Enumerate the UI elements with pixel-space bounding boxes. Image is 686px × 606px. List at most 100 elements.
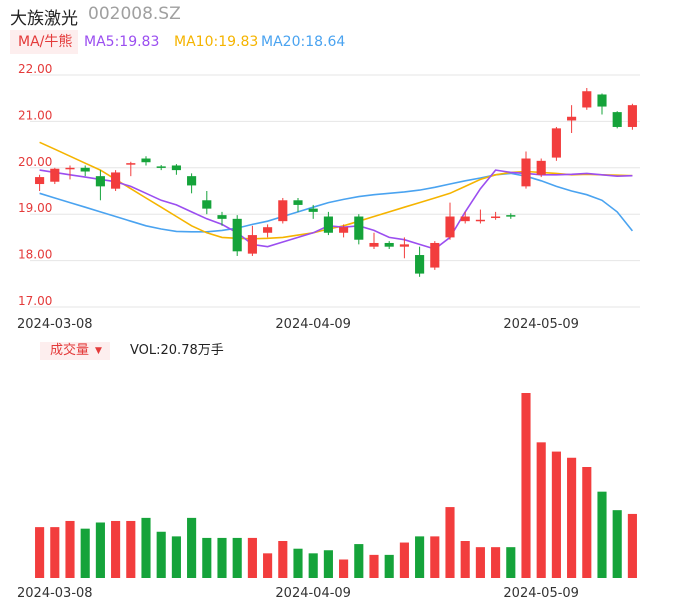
volume-bar xyxy=(491,547,501,578)
volume-bar xyxy=(567,457,577,578)
volume-bar xyxy=(95,522,105,578)
volume-indicator-label: 成交量 xyxy=(50,343,90,358)
candle-body xyxy=(187,176,197,186)
y-tick-label: 19.00 xyxy=(18,201,52,215)
volume-bar xyxy=(232,537,242,578)
candle-body xyxy=(263,227,273,233)
candle-body xyxy=(551,128,561,158)
candle-body xyxy=(65,167,75,170)
candle-body xyxy=(339,227,349,233)
volume-bar xyxy=(521,393,531,578)
volume-bar xyxy=(171,536,181,578)
candle-body xyxy=(415,255,425,274)
volume-bar xyxy=(339,559,349,578)
candle-body xyxy=(369,242,379,247)
stock-code: 002008.SZ xyxy=(88,4,181,24)
candle-body xyxy=(232,218,242,252)
dropdown-triangle-icon: ▼ xyxy=(95,346,102,356)
candle-body xyxy=(460,216,470,222)
x-tick-label: 2024-03-08 xyxy=(17,586,93,601)
volume-bar xyxy=(369,554,379,578)
candle-body xyxy=(567,116,577,121)
ma5-line xyxy=(39,169,633,250)
volume-bar xyxy=(399,542,409,578)
x-tick-label: 2024-05-09 xyxy=(503,317,579,332)
volume-bar xyxy=(415,536,425,578)
volume-bar xyxy=(597,491,607,578)
ma-indicator-selector[interactable]: MA/牛熊 xyxy=(10,30,79,54)
candle-body xyxy=(445,216,455,238)
volume-bar xyxy=(65,520,75,578)
candle-body xyxy=(50,168,60,182)
candle-body xyxy=(323,216,333,233)
candle-body xyxy=(597,94,607,107)
candle-body xyxy=(293,200,303,205)
x-tick-label: 2024-05-09 xyxy=(503,586,579,601)
candle-body xyxy=(217,215,227,219)
candle-body xyxy=(354,216,364,240)
volume-bar xyxy=(217,537,227,578)
candle-body xyxy=(521,158,531,187)
volume-bar xyxy=(430,536,440,578)
x-tick-label: 2024-04-09 xyxy=(275,586,351,601)
candle-body xyxy=(582,91,592,108)
y-tick-label: 17.00 xyxy=(18,294,52,308)
volume-bar xyxy=(627,513,637,578)
volume-indicator-selector[interactable]: 成交量 ▼ xyxy=(40,342,110,360)
volume-bar xyxy=(126,520,136,578)
volume-bar xyxy=(35,527,45,578)
candle-body xyxy=(202,200,212,209)
candle-body xyxy=(475,219,485,222)
volume-bar xyxy=(263,553,273,578)
candle-body xyxy=(95,176,105,187)
ma20-line xyxy=(39,172,634,233)
candle-body xyxy=(156,166,166,168)
y-tick-label: 20.00 xyxy=(18,155,52,169)
candle-body xyxy=(111,172,121,189)
stock-name: 大族激光 xyxy=(10,9,78,29)
y-tick-label: 18.00 xyxy=(18,248,52,262)
candle-body xyxy=(171,165,181,171)
volume-bar xyxy=(475,547,485,578)
volume-bar xyxy=(308,553,318,578)
x-tick-label: 2024-04-09 xyxy=(275,317,351,332)
candle-body xyxy=(278,200,288,222)
volume-bar xyxy=(460,541,470,578)
x-tick-label: 2024-03-08 xyxy=(17,317,93,332)
candle-body xyxy=(399,244,409,247)
volume-bar xyxy=(293,548,303,578)
volume-bar xyxy=(582,467,592,578)
volume-bar xyxy=(278,541,288,578)
candle-body xyxy=(506,215,516,217)
volume-bar xyxy=(612,510,622,578)
ma10-line xyxy=(39,141,633,240)
candle-body xyxy=(491,216,501,219)
y-tick-label: 21.00 xyxy=(18,108,52,122)
ma5-legend: MA5:19.83 xyxy=(84,34,160,50)
candle-body xyxy=(35,177,45,185)
volume-bar xyxy=(323,550,333,578)
candle-body xyxy=(536,160,546,175)
volume-bar xyxy=(156,531,166,578)
candle-body xyxy=(80,167,90,172)
ma20-legend: MA20:18.64 xyxy=(261,34,346,50)
candle-body xyxy=(612,112,622,127)
volume-bar xyxy=(445,507,455,578)
candle-body xyxy=(627,105,637,127)
volume-bar xyxy=(50,527,60,578)
volume-bar xyxy=(202,537,212,578)
candle-body xyxy=(141,158,151,163)
volume-bar xyxy=(536,442,546,578)
candle-body xyxy=(247,235,257,254)
candle-body xyxy=(430,242,440,268)
volume-bar xyxy=(80,528,90,578)
candle-body xyxy=(384,242,394,247)
volume-bar xyxy=(551,451,561,578)
ma10-legend: MA10:19.83 xyxy=(174,34,259,50)
volume-value: VOL:20.78万手 xyxy=(130,343,224,358)
volume-bar xyxy=(141,517,151,578)
volume-bar xyxy=(187,517,197,578)
volume-bar xyxy=(384,554,394,578)
volume-bar xyxy=(506,547,516,578)
